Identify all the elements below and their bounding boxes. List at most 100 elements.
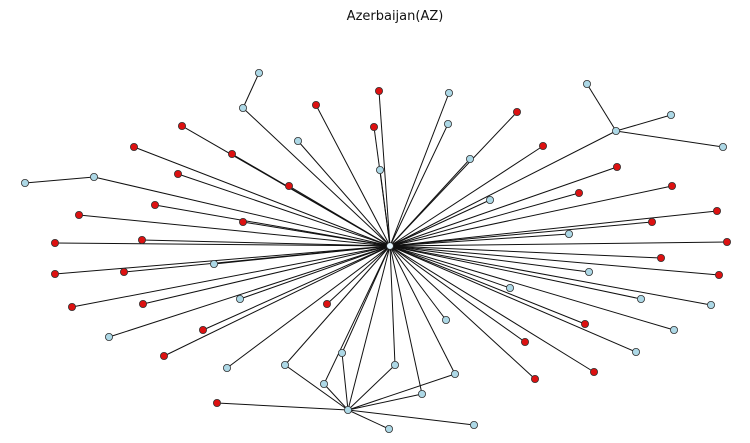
graph-node-blue <box>280 360 289 369</box>
graph-edge <box>615 130 724 148</box>
graph-edge <box>297 140 391 247</box>
node-layer <box>20 69 732 433</box>
graph-edge <box>78 214 391 247</box>
graph-node-red <box>129 142 138 151</box>
graph-node-red <box>198 325 207 334</box>
graph-edge <box>323 245 391 385</box>
graph-edge <box>323 383 349 411</box>
graph-edge <box>389 245 712 306</box>
graph-node-blue <box>450 369 459 378</box>
graph-edge <box>389 245 526 343</box>
graph-node-blue <box>465 154 474 163</box>
graph-node-blue <box>565 229 574 238</box>
graph-edge <box>341 352 349 411</box>
graph-node-red <box>575 188 584 197</box>
graph-edge <box>389 166 618 247</box>
graph-node-red <box>369 123 378 132</box>
graph-node-red <box>284 181 293 190</box>
graph-node-red <box>521 337 530 346</box>
graph-node-blue <box>235 294 244 303</box>
graph-node-red <box>715 270 724 279</box>
graph-node-blue <box>612 127 621 136</box>
graph-edge <box>141 239 391 247</box>
graph-edge <box>226 245 391 369</box>
graph-edge <box>24 176 95 184</box>
graph-node-red <box>150 200 159 209</box>
graph-node-red <box>51 238 60 247</box>
graph-node-red <box>723 237 732 246</box>
graph-edge <box>242 72 260 109</box>
graph-edge <box>378 90 391 247</box>
graph-edge <box>71 245 391 308</box>
graph-node-blue <box>585 267 594 276</box>
graph-node-blue <box>417 389 426 398</box>
graph-edge <box>202 245 391 331</box>
graph-edge <box>389 245 447 321</box>
graph-node-blue <box>719 142 728 151</box>
graph-node-blue <box>238 104 247 113</box>
graph-node-red <box>238 217 247 226</box>
graph-node-blue <box>632 347 641 356</box>
graph-node-red <box>177 122 186 131</box>
graph-node-blue <box>105 332 114 341</box>
graph-edge <box>389 245 590 273</box>
graph-node-red <box>120 267 129 276</box>
graph-edge <box>389 210 718 247</box>
chart-title: Azerbaijan(AZ) <box>346 9 444 24</box>
graph-edge <box>108 245 391 338</box>
graph-edge <box>389 245 456 375</box>
graph-node-blue <box>319 379 328 388</box>
graph-edge <box>389 245 642 300</box>
graph-node-blue <box>469 420 478 429</box>
graph-edge <box>389 185 673 247</box>
graph-node-blue <box>209 259 218 268</box>
graph-edge <box>389 145 544 247</box>
graph-node-red <box>713 206 722 215</box>
graph-edge <box>389 245 423 395</box>
graph-edge <box>389 233 570 247</box>
graph-edge <box>389 245 595 373</box>
graph-edge <box>242 107 391 247</box>
graph-node-red <box>137 235 146 244</box>
graph-edge <box>54 242 391 247</box>
graph-edge <box>389 245 675 331</box>
graph-node-blue <box>337 348 346 357</box>
graph-edge <box>389 221 653 247</box>
graph-node-red <box>227 149 236 158</box>
graph-edge <box>389 92 450 247</box>
graph-node-red <box>657 253 666 262</box>
graph-node-blue <box>707 300 716 309</box>
graph-node-blue <box>384 424 393 433</box>
graph-edge <box>379 169 391 247</box>
graph-node-red <box>159 351 168 360</box>
graph-edge <box>288 185 391 247</box>
graph-edge <box>242 221 391 247</box>
graph-edge <box>163 245 391 357</box>
graph-node-blue <box>583 80 592 89</box>
graph-edge <box>315 104 391 247</box>
graph-node-red <box>668 181 677 190</box>
graph-edge <box>586 83 617 132</box>
graph-node-blue <box>485 195 494 204</box>
graph-node-red <box>648 217 657 226</box>
graph-node-blue <box>390 360 399 369</box>
graph-node-blue <box>667 111 676 120</box>
graph-edge <box>389 245 396 366</box>
graph-node-red <box>531 374 540 383</box>
graph-edge <box>389 245 662 259</box>
graph-edge <box>389 192 580 247</box>
graph-edge <box>347 409 475 426</box>
graph-node-red <box>513 108 522 117</box>
graph-node-blue <box>670 325 679 334</box>
graph-node-blue <box>20 178 29 187</box>
graph-edge <box>216 402 349 411</box>
graph-node-blue <box>222 363 231 372</box>
graph-node-red <box>51 269 60 278</box>
graph-edge <box>389 241 728 247</box>
graph-node-red <box>68 302 77 311</box>
graph-edge <box>239 245 391 300</box>
graph-node-blue <box>505 283 514 292</box>
graph-node-red <box>311 101 320 110</box>
graph-edge <box>284 364 349 411</box>
